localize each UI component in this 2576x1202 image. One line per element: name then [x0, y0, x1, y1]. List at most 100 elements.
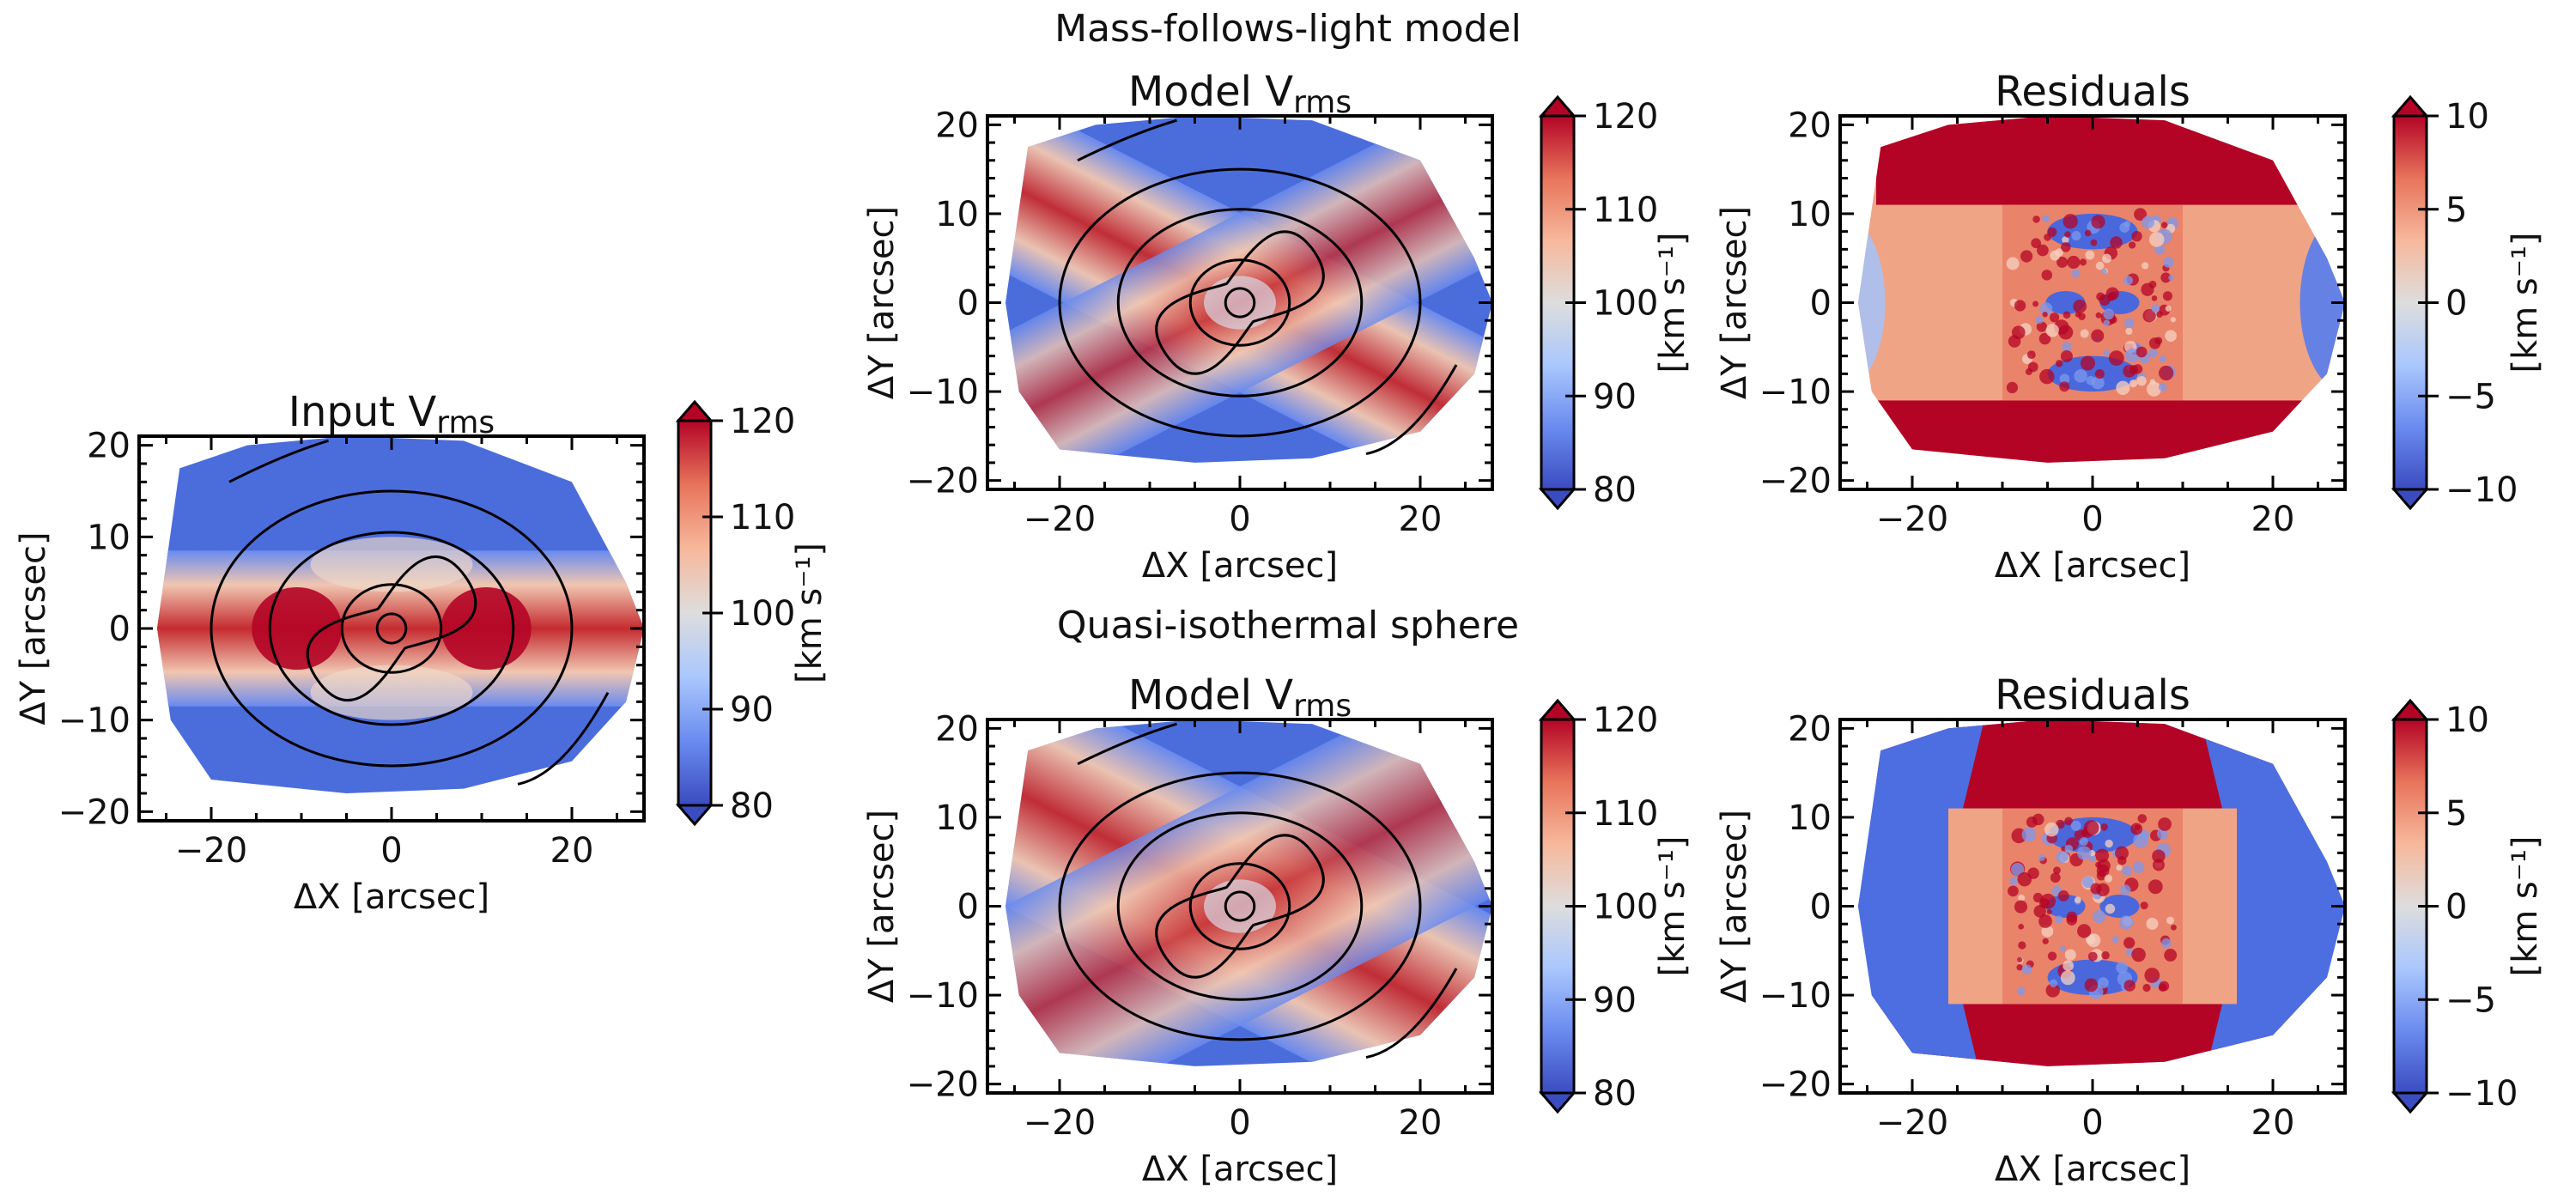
residual-speckle — [2165, 305, 2172, 312]
residual-speckle — [2036, 321, 2047, 332]
y-tick-label: 0 — [957, 888, 979, 927]
residual-speckle — [2047, 951, 2057, 961]
residual-speckle — [2050, 872, 2061, 883]
residual-speckle — [2136, 346, 2148, 358]
residual-speckle — [2104, 874, 2113, 883]
colorbar-tick-label: 100 — [1593, 284, 1658, 324]
residual-speckle — [2062, 342, 2072, 352]
residual-speckle — [2027, 867, 2039, 879]
residual-speckle — [2160, 272, 2172, 283]
contour-line — [517, 691, 610, 786]
residual-speckle — [2168, 274, 2174, 281]
residual-speckle — [2079, 258, 2087, 266]
residual-speckle — [2149, 379, 2156, 385]
residual-speckle — [2103, 349, 2111, 356]
residual-speckle — [2006, 257, 2020, 270]
residual-speckle — [2067, 255, 2081, 270]
residual-speckle — [2146, 381, 2162, 397]
residual-speckle — [2017, 871, 2032, 887]
residual-speckle — [2116, 380, 2130, 395]
row-title-mass-follows-light: Mass-follows-light model — [1054, 7, 1522, 51]
x-axis-label: ΔX [arcsec] — [294, 877, 489, 917]
x-tick-label: 20 — [1399, 500, 1443, 539]
residual-speckle — [2171, 924, 2177, 931]
y-tick-label: −10 — [1759, 976, 1832, 1016]
contour-line — [1155, 230, 1325, 375]
residual-speckle — [2133, 833, 2148, 848]
x-tick-label: −20 — [1876, 1103, 1948, 1143]
ticks — [987, 116, 1492, 489]
residual-speckle — [2140, 902, 2148, 910]
residual-speckle — [2096, 883, 2110, 897]
residual-speckle — [2100, 823, 2108, 831]
residual-speckle — [2057, 890, 2069, 902]
residual-speckle — [2165, 330, 2177, 343]
contour-line — [268, 531, 515, 726]
residual-speckle — [2014, 900, 2028, 914]
residual-speckle — [2142, 216, 2154, 229]
residual-speckle — [2148, 349, 2158, 358]
residual-speckle — [2073, 299, 2087, 313]
residual-speckle — [2159, 365, 2174, 381]
residual-speckle — [2080, 329, 2089, 338]
x-tick-label: 20 — [550, 831, 594, 871]
colorbar-extend-min — [1538, 488, 1577, 511]
x-tick-label: 0 — [2081, 1103, 2103, 1143]
contour-line — [1077, 722, 1177, 766]
colorbar-tick-label: 110 — [730, 498, 795, 537]
y-tick-label: −10 — [907, 373, 979, 412]
colorbar-tick-label: −10 — [2445, 470, 2518, 510]
heatmap-hot-lobe — [252, 587, 343, 670]
residual-speckle — [2148, 879, 2163, 895]
colorbar-extend-min — [675, 804, 714, 827]
residual-speckle — [2154, 337, 2163, 345]
x-tick-label: 20 — [1399, 1103, 1443, 1143]
heatmap-patch — [310, 665, 473, 720]
x-axis-label: ΔX [arcsec] — [1142, 546, 1338, 586]
residual-speckle — [2080, 355, 2095, 371]
heatmap-patch — [310, 537, 473, 592]
residual-speckle — [2122, 865, 2133, 877]
residual-speckle — [2070, 820, 2081, 831]
residual-speckle — [2050, 250, 2061, 261]
residual-speckle — [2085, 250, 2095, 260]
colorbar-tick-label: 80 — [1593, 470, 1637, 510]
residual-speckle — [2151, 295, 2158, 301]
residual-speckle — [2102, 253, 2111, 264]
residual-speckle — [2041, 925, 2054, 938]
residual-speckle — [2152, 849, 2166, 863]
contour-line — [375, 612, 408, 645]
residual-speckle — [2101, 268, 2107, 275]
y-tick-label: 10 — [1788, 195, 1832, 234]
isophote-contours — [1058, 118, 1458, 456]
panel-qis-model-vrms: −20 0 20 −20 −10 0 10 20 ΔX [arcsec] ΔY [arcsec] M… — [862, 671, 1692, 1189]
residual-speckle — [2035, 316, 2044, 325]
residual-speckle — [2045, 983, 2060, 998]
contour-line — [1188, 258, 1291, 347]
y-tick-label: 10 — [87, 518, 131, 557]
isophote-contours — [1058, 722, 1458, 1059]
residual-speckle — [2058, 325, 2074, 340]
residual-speckle — [2084, 978, 2099, 993]
contour-line — [1224, 890, 1256, 922]
residual-speckle — [2142, 309, 2156, 323]
ticks — [987, 719, 1492, 1093]
residual-speckle — [2120, 884, 2131, 895]
residual-speckle — [2124, 318, 2135, 329]
residual-speckle — [2119, 915, 2134, 930]
residual-speckle — [2142, 983, 2151, 993]
x-tick-label: −20 — [1024, 500, 1096, 539]
x-tick-label: −20 — [1024, 1103, 1096, 1143]
residual-speckle — [2077, 924, 2092, 938]
residual-speckle — [2132, 861, 2145, 874]
colorbar-tick-label: 80 — [730, 786, 774, 826]
panel-mfl-model-vrms: −20 0 20 −20 −10 0 10 20 ΔX [arcsec] ΔY [arcsec] M… — [862, 68, 1692, 586]
residual-speckle — [2053, 866, 2061, 875]
colorbar-label: [km s⁻¹] — [1653, 232, 1692, 373]
y-tick-label: 0 — [1810, 888, 1832, 927]
row-title-quasi-isothermal: Quasi-isothermal sphere — [1057, 604, 1519, 647]
residual-speckle — [2088, 854, 2097, 862]
residual-speckle — [2074, 369, 2087, 383]
residual-speckle — [2163, 256, 2174, 268]
residual-speckle — [2020, 250, 2033, 263]
